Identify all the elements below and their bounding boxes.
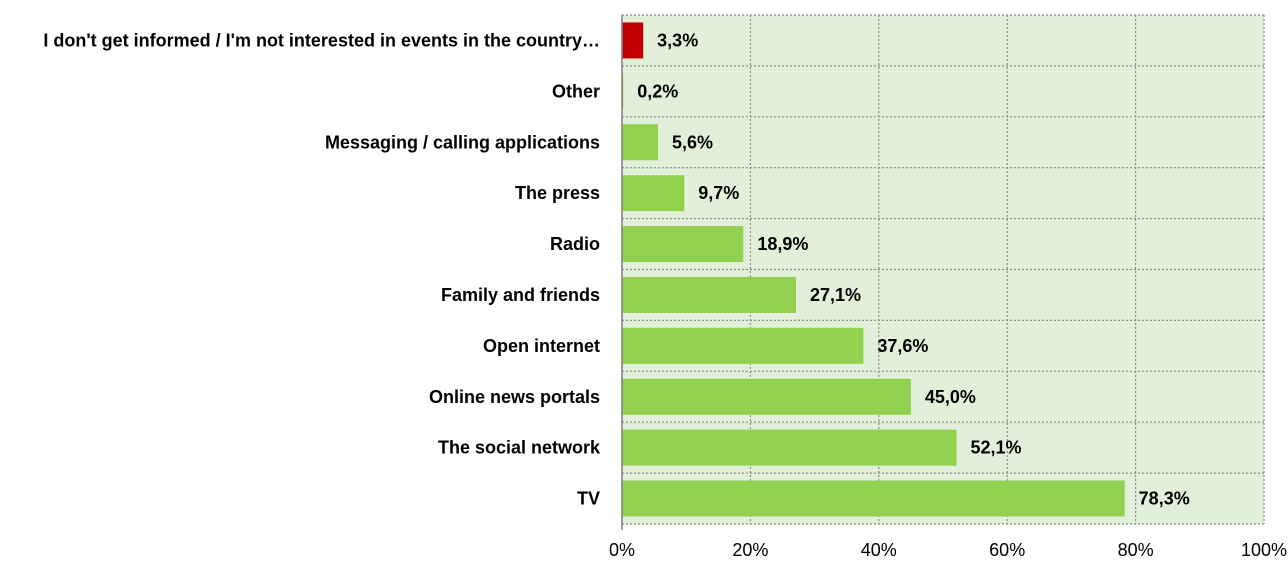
x-tick-label: 20% (732, 540, 768, 560)
x-tick-label: 60% (989, 540, 1025, 560)
grid-lines (622, 14, 1265, 525)
bar (622, 175, 685, 212)
bar (622, 226, 744, 263)
bar (622, 327, 864, 364)
category-label: Open internet (483, 336, 600, 356)
data-label: 52,1% (970, 438, 1021, 458)
category-label: Online news portals (429, 387, 600, 407)
x-axis-tick-labels: 0% 20% 40% 60% 80% 100% (609, 540, 1287, 560)
bar (622, 276, 796, 313)
bar (622, 378, 911, 415)
bar (622, 22, 644, 59)
category-label: The social network (438, 438, 601, 458)
x-tick-label: 100% (1241, 540, 1287, 560)
x-tick-label: 40% (861, 540, 897, 560)
bar (622, 124, 658, 161)
category-label: Radio (550, 234, 600, 254)
data-label: 78,3% (1139, 489, 1190, 509)
x-tick-label: 80% (1118, 540, 1154, 560)
bar (622, 480, 1125, 517)
category-label: Family and friends (441, 285, 600, 305)
x-tick-label: 0% (609, 540, 635, 560)
category-label: Messaging / calling applications (325, 132, 600, 152)
data-label: 18,9% (757, 234, 808, 254)
value-labels: 3,3% 0,2% 5,6% 9,7% 18,9% 27,1% 37,6% 45,0% 52,1… (637, 30, 1189, 508)
data-label: 0,2% (637, 81, 678, 101)
data-label: 27,1% (810, 285, 861, 305)
data-label: 45,0% (925, 387, 976, 407)
category-label: The press (515, 183, 600, 203)
data-label: 3,3% (657, 30, 698, 50)
category-label: Other (552, 81, 600, 101)
data-label: 5,6% (672, 132, 713, 152)
category-label: I don't get informed / I'm not intereste… (43, 30, 600, 50)
data-label: 37,6% (877, 336, 928, 356)
data-label: 9,7% (698, 183, 739, 203)
bar (622, 429, 957, 466)
category-labels: I don't get informed / I'm not intereste… (43, 30, 601, 508)
bars (622, 22, 1125, 517)
category-label: TV (577, 489, 600, 509)
